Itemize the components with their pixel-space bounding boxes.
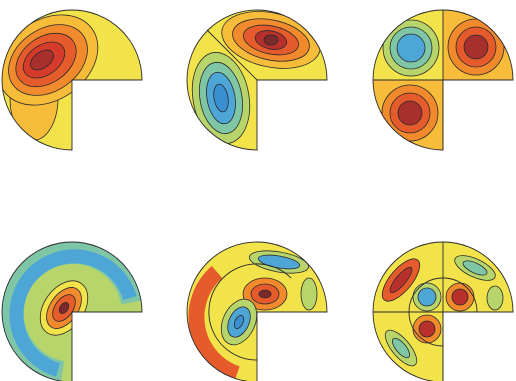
contours [187, 10, 327, 150]
contour [418, 320, 436, 338]
contour [213, 83, 229, 113]
contour [397, 100, 423, 126]
contours [2, 10, 142, 150]
contour [188, 265, 240, 381]
boundary [372, 9, 514, 151]
contour [396, 33, 426, 63]
contour [263, 34, 279, 46]
contour [30, 49, 54, 71]
nodal-line [222, 263, 292, 279]
contour [462, 260, 488, 276]
mode-5 [186, 241, 328, 381]
contour [451, 288, 469, 306]
contour [486, 285, 504, 311]
boundary [1, 9, 143, 151]
contour [258, 289, 272, 299]
mode-1 [1, 9, 143, 151]
boundary [186, 9, 328, 151]
mode-6 [372, 241, 514, 381]
contour [389, 266, 413, 294]
mode-2 [186, 9, 328, 151]
contour [9, 249, 137, 377]
contour [233, 315, 245, 329]
boundary [1, 241, 143, 381]
contour [300, 277, 318, 311]
mode-4 [1, 241, 143, 381]
nodal-line [208, 277, 258, 361]
contour [58, 302, 70, 314]
nodal-line [408, 277, 478, 347]
contour [417, 287, 437, 307]
boundary [186, 241, 328, 381]
mode-3 [372, 9, 514, 151]
contour [463, 34, 489, 60]
contour [391, 337, 411, 359]
nodal-line [206, 29, 258, 81]
boundary [372, 241, 514, 381]
